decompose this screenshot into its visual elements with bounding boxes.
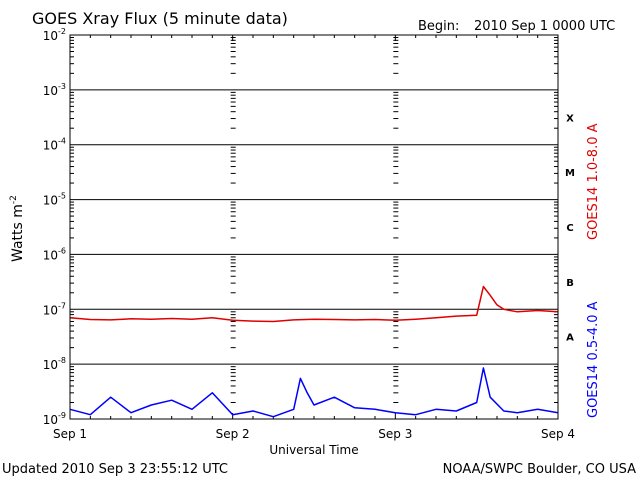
series-line-1	[69, 367, 559, 418]
data-series	[69, 285, 559, 418]
y-axis-ticks: 10-210-310-410-510-610-710-810-9	[43, 27, 558, 427]
y-axis-label-exp: -2	[9, 195, 19, 204]
y-axis-label: Watts m-2	[9, 195, 26, 262]
flare-class-C: C	[566, 223, 573, 234]
y-tick-base: 10	[43, 29, 58, 43]
y-tick-base: 10	[43, 358, 58, 372]
flare-class-B: B	[566, 278, 574, 289]
series-line-0	[69, 285, 559, 323]
y-tick-base: 10	[43, 139, 58, 153]
grid-lines	[70, 37, 558, 403]
source-credit: NOAA/SWPC Boulder, CO USA	[443, 462, 636, 477]
plot-frame	[69, 34, 559, 420]
y-tick-exp: -8	[58, 356, 66, 365]
y-tick-label: 10-5	[43, 192, 66, 208]
y-tick-exp: -4	[58, 137, 66, 146]
y-tick-exp: -6	[58, 246, 66, 255]
x-axis-label: Universal Time	[269, 443, 358, 457]
begin-label: Begin:	[418, 19, 459, 34]
series-label-short: GOES14 0.5-4.0 A	[586, 301, 601, 418]
chart-title: GOES Xray Flux (5 minute data)	[32, 9, 288, 28]
x-tick-label: Sep 1	[53, 427, 87, 441]
updated-timestamp: Updated 2010 Sep 3 23:55:12 UTC	[2, 462, 228, 477]
y-tick-exp: -9	[58, 411, 66, 420]
y-tick-label: 10-4	[43, 137, 66, 153]
flare-class-M: M	[565, 168, 575, 179]
y-tick-label: 10-3	[43, 82, 66, 98]
y-tick-exp: -7	[58, 301, 66, 310]
y-tick-label: 10-6	[43, 246, 66, 262]
flare-class-X: X	[566, 113, 574, 124]
x-tick-label: Sep 2	[216, 427, 250, 441]
y-tick-base: 10	[43, 84, 58, 98]
y-tick-label: 10-9	[43, 411, 66, 427]
x-tick-label: Sep 3	[378, 427, 412, 441]
y-tick-exp: -5	[58, 192, 66, 201]
y-tick-label: 10-2	[43, 27, 66, 43]
y-tick-exp: -3	[58, 82, 66, 91]
flare-class-labels: X M C B A	[565, 113, 575, 343]
x-tick-label: Sep 4	[541, 427, 575, 441]
series-label-long: GOES14 1.0-8.0 A	[586, 123, 601, 240]
y-tick-base: 10	[43, 248, 58, 262]
y-tick-label: 10-8	[43, 356, 66, 372]
y-axis-label-base: Watts m	[10, 204, 26, 262]
y-tick-exp: -2	[58, 27, 66, 36]
y-tick-base: 10	[43, 413, 58, 427]
y-tick-base: 10	[43, 303, 58, 317]
begin-value: 2010 Sep 1 0000 UTC	[474, 19, 615, 34]
flare-class-A: A	[566, 333, 574, 344]
y-tick-base: 10	[43, 194, 58, 208]
y-tick-label: 10-7	[43, 301, 66, 317]
